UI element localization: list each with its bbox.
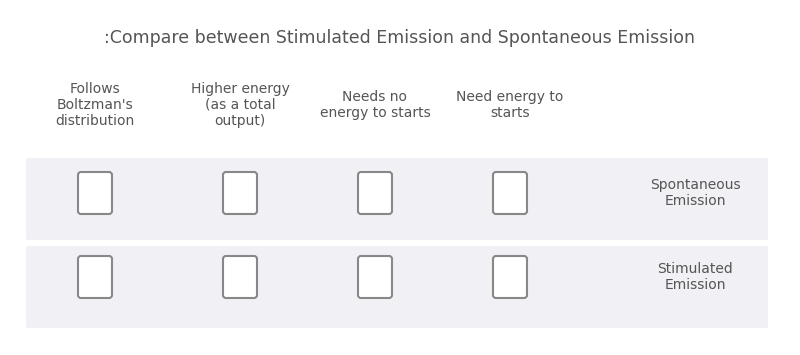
Text: Need energy to
starts: Need energy to starts (456, 90, 564, 120)
FancyBboxPatch shape (78, 256, 112, 298)
Text: Needs no
energy to starts: Needs no energy to starts (320, 90, 430, 120)
FancyBboxPatch shape (223, 256, 257, 298)
FancyBboxPatch shape (493, 172, 527, 214)
Text: Stimulated
Emission: Stimulated Emission (657, 262, 733, 292)
Text: :Compare between Stimulated Emission and Spontaneous Emission: :Compare between Stimulated Emission and… (105, 29, 695, 47)
FancyBboxPatch shape (358, 256, 392, 298)
FancyBboxPatch shape (78, 172, 112, 214)
Text: Follows
Boltzman's
distribution: Follows Boltzman's distribution (55, 82, 134, 128)
FancyBboxPatch shape (493, 256, 527, 298)
FancyBboxPatch shape (358, 172, 392, 214)
Text: Higher energy
(as a total
output): Higher energy (as a total output) (190, 82, 290, 128)
FancyBboxPatch shape (26, 158, 768, 240)
Text: Spontaneous
Emission: Spontaneous Emission (650, 178, 740, 208)
FancyBboxPatch shape (26, 246, 768, 328)
FancyBboxPatch shape (223, 172, 257, 214)
